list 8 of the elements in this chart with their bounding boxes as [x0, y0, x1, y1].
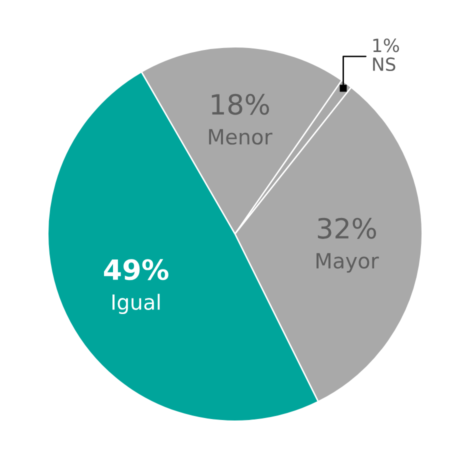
slice-label: Menor: [209, 129, 272, 145]
slice-label: Mayor: [316, 253, 379, 273]
slice-label: Igual: [112, 294, 160, 314]
data-label: 49%: [104, 259, 168, 280]
data-label: 18%: [212, 94, 270, 115]
data-label: 1%: [373, 38, 399, 52]
data-label: 32%: [318, 218, 376, 239]
slice-label: NS: [373, 57, 396, 72]
